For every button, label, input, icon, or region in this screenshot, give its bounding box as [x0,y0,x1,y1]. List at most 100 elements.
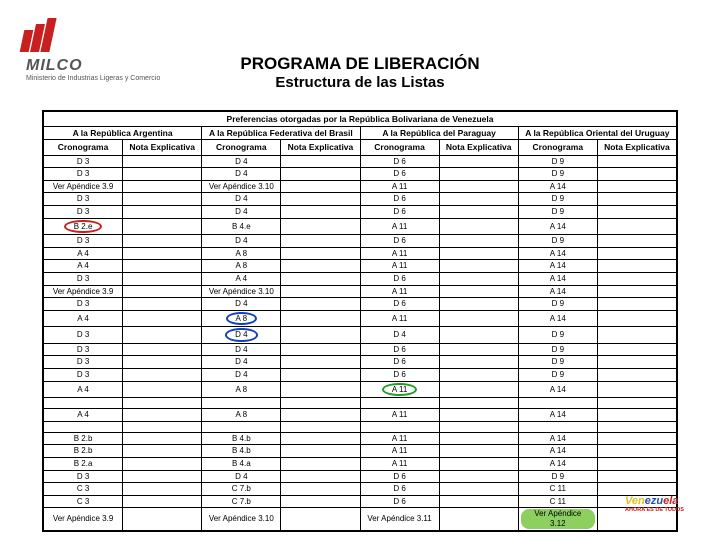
cronograma-cell: A 14 [518,272,597,285]
cronograma-cell: D 3 [44,356,123,369]
cronograma-cell: D 6 [360,369,439,382]
nota-cell [597,285,676,298]
cronograma-cell: C 3 [44,495,123,508]
cronograma-cell: A 14 [518,445,597,458]
nota-cell [281,343,360,356]
nota-cell [281,298,360,311]
nota-cell [123,381,202,398]
table-row: B 2.bB 4.bA 11A 14 [44,432,677,445]
nota-cell [439,421,518,432]
nota-cell [597,445,676,458]
nota-cell [439,470,518,483]
cronograma-cell: Ver Apéndice 3.9 [44,285,123,298]
cronograma-cell: D 6 [360,272,439,285]
nota-cell [439,508,518,530]
cronograma-cell [44,421,123,432]
table-row: D 3D 4D 6D 9 [44,168,677,181]
nota-cell [123,343,202,356]
cronograma-cell: B 4.b [202,432,281,445]
table-row [44,398,677,409]
vz-sub: AHORA ES DE TODOS [625,507,700,513]
table-row: A 4A 8A 11A 14 [44,381,677,398]
nota-cell [281,381,360,398]
cronograma-cell: D 4 [360,327,439,344]
table-row: D 3D 4D 6D 9 [44,369,677,382]
nota-cell [597,260,676,273]
cronograma-cell: A 11 [360,285,439,298]
table-row: B 2.bB 4.bA 11A 14 [44,445,677,458]
subheader-paraguay: A la República del Paraguay [360,127,518,140]
cronograma-cell: B 2.b [44,432,123,445]
cronograma-cell: D 4 [202,168,281,181]
cronograma-cell: D 6 [360,235,439,248]
cronograma-cell [518,398,597,409]
colheader-nota: Nota Explicativa [281,140,360,155]
cronograma-cell: A 4 [202,272,281,285]
cronograma-cell: A 14 [518,180,597,193]
cronograma-cell: A 4 [44,310,123,327]
cronograma-cell: Ver Apéndice 3.10 [202,180,281,193]
title-line2: Estructura de las Listas [0,74,720,91]
nota-cell [439,218,518,235]
table-row: Ver Apéndice 3.9Ver Apéndice 3.10A 11A 1… [44,285,677,298]
vz-red: ela [663,495,678,507]
nota-cell [439,495,518,508]
table-row: B 2.aB 4.aA 11A 14 [44,458,677,471]
table-row: C 3C 7.bD 6C 11 [44,483,677,496]
nota-cell [281,445,360,458]
nota-cell [597,247,676,260]
nota-cell [281,398,360,409]
table-row: D 3D 4D 6D 9 [44,356,677,369]
nota-cell [597,483,676,496]
nota-cell [597,193,676,206]
nota-cell [597,327,676,344]
nota-cell [439,409,518,422]
subheader-argentina: A la República Argentina [44,127,202,140]
cronograma-cell: D 3 [44,168,123,181]
cronograma-cell: D 4 [202,369,281,382]
venezuela-logo: Venezuela AHORA ES DE TODOS [625,495,700,530]
vz-blue: ezu [645,495,663,507]
table-row: Ver Apéndice 3.9Ver Apéndice 3.10A 11A 1… [44,180,677,193]
nota-cell [597,356,676,369]
nota-cell [281,218,360,235]
cronograma-cell: Ver Apéndice 3.10 [202,285,281,298]
cronograma-cell: C 11 [518,483,597,496]
cronograma-cell: A 14 [518,260,597,273]
nota-cell [439,343,518,356]
nota-cell [439,272,518,285]
nota-cell [123,247,202,260]
nota-cell [123,285,202,298]
nota-cell [123,272,202,285]
cronograma-cell: A 8 [202,247,281,260]
table-row: D 3D 4D 6D 9 [44,205,677,218]
cronograma-cell: B 4.e [202,218,281,235]
cronograma-cell: A 14 [518,458,597,471]
cronograma-cell: B 2.a [44,458,123,471]
nota-cell [281,327,360,344]
nota-cell [281,508,360,530]
nota-cell [439,205,518,218]
nota-cell [123,398,202,409]
table-row: A 4A 8A 11A 14 [44,247,677,260]
nota-cell [281,247,360,260]
cronograma-cell: D 9 [518,470,597,483]
cronograma-cell: C 11 [518,495,597,508]
cronograma-cell [202,398,281,409]
table-row: D 3D 4D 6D 9 [44,298,677,311]
cronograma-cell: A 11 [360,310,439,327]
cronograma-cell [202,421,281,432]
nota-cell [123,421,202,432]
cronograma-cell: A 4 [44,260,123,273]
logo-bars-icon [22,18,55,57]
cronograma-cell: B 4.b [202,445,281,458]
cronograma-cell: A 8 [202,409,281,422]
nota-cell [281,483,360,496]
cronograma-cell: B 4.a [202,458,281,471]
cronograma-cell: Ver Apéndice 3.10 [202,508,281,530]
highlight-circle-icon: D 4 [225,328,257,342]
highlight-circle-icon: B 2.e [64,220,103,234]
cronograma-cell: A 14 [518,409,597,422]
nota-cell [439,235,518,248]
nota-cell [123,168,202,181]
